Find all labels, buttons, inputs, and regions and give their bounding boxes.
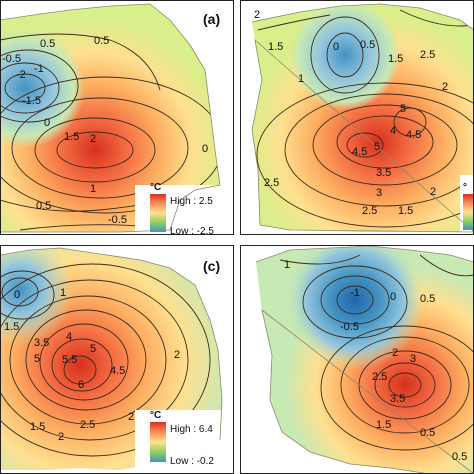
contour-label: -0.5 <box>108 214 127 226</box>
contour-label: 1.5 <box>64 131 79 143</box>
contour-label: 3 <box>410 353 416 365</box>
contour-label: 5 <box>374 141 380 153</box>
contour-label: 1 <box>298 73 304 85</box>
contour-label: 1.5 <box>268 41 283 53</box>
contour-label: 2 <box>392 347 398 359</box>
contour-label: 0 <box>44 117 50 129</box>
contour-label: 2.5 <box>80 419 95 431</box>
legend-low: Low : -2.5 <box>170 226 214 237</box>
contour-label: 2 <box>128 411 134 423</box>
panel-a-legend: °C High : 2.5 Low : -2.5 <box>150 182 214 237</box>
contour-label: 1 <box>60 287 66 299</box>
contour-label: 0 <box>390 291 396 303</box>
contour-label: 4.5 <box>406 129 421 141</box>
panel-c-boundary <box>0 247 223 441</box>
contour-label: 3.5 <box>376 167 391 179</box>
contour-label: 0 <box>202 143 208 155</box>
panel-c-legend: °C High : 6.4 Low : -0.2 <box>150 410 214 467</box>
contour-label: 2 <box>430 186 436 198</box>
contour-label: 2.5 <box>264 177 279 189</box>
contour-label: 1.5 <box>398 205 413 217</box>
legend-unit: °C <box>150 410 161 421</box>
contour-label: 2 <box>442 81 448 93</box>
contour-label: 2 <box>174 349 180 361</box>
legend-low: Low : -0.2 <box>170 456 214 467</box>
panel-b-contour-labels: 2 1.5 0 0.5 1.5 2.5 1 2 5 4.5 5 4 4.5 3.… <box>254 9 448 217</box>
contour-label: -2 <box>16 69 26 81</box>
panel-c: 0 1 1.5 3.5 4 5 5.5 5 6 4.5 2 2 2.5 2 1.… <box>0 247 223 470</box>
panel-frame-a <box>0 0 234 235</box>
contour-label: 2 <box>58 431 64 443</box>
contour-label: 2.5 <box>362 205 377 217</box>
contour-label: 1.5 <box>30 421 45 433</box>
panel-d-contour-labels: 1 -1 0.5 0 -0.5 2 3 2.5 3.5 1.5 0.5 0.5 <box>284 259 467 463</box>
panel-a: 0.5 -0.5 -1 -2 -1.5 0 1.5 2 0.5 1 0.5 -0… <box>0 3 221 237</box>
contour-label: 5 <box>34 353 40 365</box>
contour-label: 3.5 <box>34 337 49 349</box>
legend-high: High : 2.5 <box>170 196 213 207</box>
contour-label: 5 <box>400 103 406 115</box>
contour-label: 1 <box>284 259 290 271</box>
contour-label: 2 <box>254 9 260 21</box>
panel-c-letter: (c) <box>203 258 220 274</box>
contour-label: 5.5 <box>62 354 77 366</box>
contour-label: 4.5 <box>110 365 125 377</box>
contour-label: 0.5 <box>40 38 55 50</box>
panel-a-letter: (a) <box>203 11 220 27</box>
contour-label: 6 <box>78 379 84 391</box>
contour-label: -0.5 <box>340 321 359 333</box>
contour-label: 0.5 <box>36 200 51 212</box>
contour-label: -0.5 <box>2 53 21 65</box>
legend-color-ramp <box>150 194 166 232</box>
contour-label: 0.5 <box>360 39 375 51</box>
contour-label: 0 <box>14 289 20 301</box>
panel-a-contour-labels: 0.5 -0.5 -1 -2 -1.5 0 1.5 2 0.5 1 0.5 -0… <box>2 35 208 226</box>
contour-label: 1.5 <box>4 321 19 333</box>
contour-label: 0.5 <box>420 293 435 305</box>
legend-unit: °C <box>150 182 161 193</box>
contour-label: 2.5 <box>372 371 387 383</box>
contour-label: 0.5 <box>94 35 109 47</box>
contour-label: -1.5 <box>22 95 41 107</box>
legend-high: High : 6.4 <box>170 424 213 435</box>
contour-label: 4 <box>390 125 396 137</box>
contour-label: 1.5 <box>376 419 391 431</box>
contour-label: 0.5 <box>452 451 467 463</box>
contour-label: 3 <box>376 187 382 199</box>
contour-label: 0.5 <box>420 427 435 439</box>
contour-label: 1.5 <box>388 53 403 65</box>
contour-label: -1 <box>34 63 44 75</box>
contour-label: 2 <box>90 133 96 145</box>
contour-label: 2.5 <box>420 49 435 61</box>
panel-b: 2 1.5 0 0.5 1.5 2.5 1 2 5 4.5 5 4 4.5 3.… <box>251 3 474 233</box>
contour-label: -1 <box>350 287 360 299</box>
panel-b-contours <box>256 9 474 228</box>
contour-label: 4 <box>66 331 72 343</box>
legend-color-ramp <box>150 422 166 462</box>
panel-b-boundary <box>251 3 474 233</box>
panel-b-legend-unit: ° <box>463 182 467 193</box>
contour-label: 5 <box>90 343 96 355</box>
panel-d: 1 -1 0.5 0 -0.5 2 3 2.5 3.5 1.5 0.5 0.5 <box>255 245 474 474</box>
panel-b-legend-ramp <box>463 194 474 230</box>
contour-label: 4.5 <box>352 146 367 158</box>
panel-c-contour-labels: 0 1 1.5 3.5 4 5 5.5 5 6 4.5 2 2 2.5 2 1.… <box>4 287 180 443</box>
contour-label: 3.5 <box>390 393 405 405</box>
contour-label: 0 <box>333 41 339 53</box>
panel-c-contours <box>0 263 211 457</box>
contour-label: 1 <box>90 183 96 195</box>
